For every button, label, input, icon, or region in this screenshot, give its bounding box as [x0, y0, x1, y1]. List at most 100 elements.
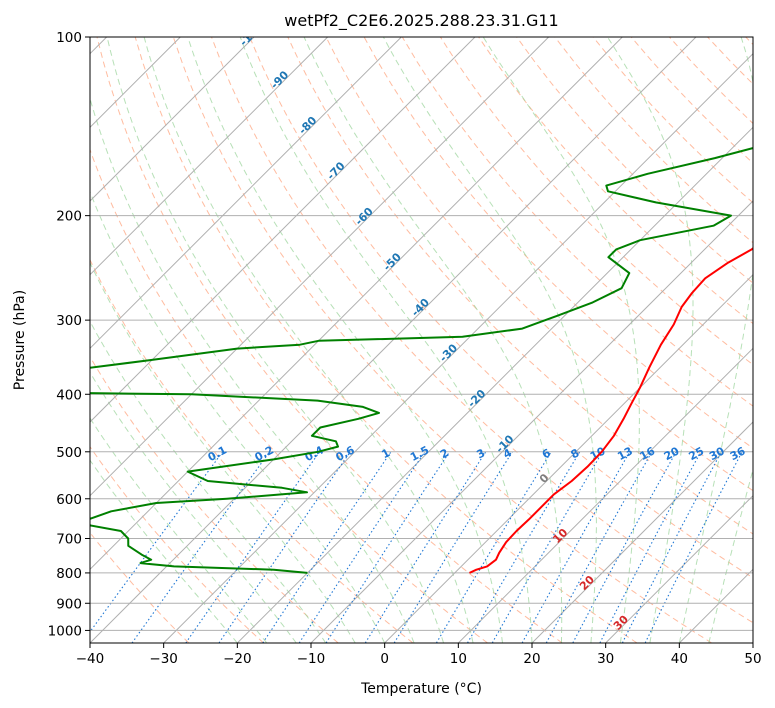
- x-tick-label: −40: [76, 651, 105, 667]
- y-axis-label: Pressure (hPa): [12, 290, 28, 390]
- isotherm-label: -20: [465, 387, 488, 410]
- y-axis: 100 200 300 400 500 600 700 800 900 1000: [48, 30, 90, 639]
- isotherm-line: [90, 37, 550, 497]
- isotherm-label: 10: [550, 526, 570, 546]
- dry-adiabat: [745, 37, 753, 46]
- dry-adiabat: [478, 37, 753, 325]
- dry-adiabat: [96, 37, 563, 643]
- isotherm-label: 30: [611, 612, 631, 632]
- background-lines: [90, 37, 753, 643]
- x-tick-label: 40: [671, 651, 688, 667]
- moist-adiabat: [607, 37, 694, 643]
- y-tick-label: 400: [56, 387, 82, 403]
- dry-adiabat: [249, 37, 753, 579]
- isotherm-line: [605, 494, 753, 643]
- mixing-ratio-line: [185, 451, 321, 643]
- mixing-ratio-line: [435, 451, 552, 643]
- moist-adiabat: [90, 261, 356, 643]
- mixing-ratio-line: [262, 451, 392, 643]
- isotherm-label: -50: [381, 250, 404, 273]
- mixing-ratio-label: 2: [438, 446, 451, 461]
- dry-adiabat: [90, 355, 339, 643]
- mixing-ratio-label: 3: [474, 446, 487, 461]
- mixing-ratio-line: [644, 451, 743, 643]
- isotherm-line: [90, 37, 476, 423]
- x-tick-label: −10: [297, 651, 326, 667]
- isotherm-line: [90, 37, 329, 276]
- mixing-ratio-label: 30: [707, 444, 727, 463]
- isotherm-line: [457, 347, 753, 643]
- isotherm-line: [752, 642, 753, 643]
- isotherm-label: -30: [437, 341, 460, 364]
- mixing-ratio-label: 36: [728, 444, 748, 463]
- x-tick-label: −30: [149, 651, 178, 667]
- moist-adiabat: [708, 467, 753, 643]
- mixing-ratio-line: [467, 451, 581, 643]
- y-tick-label: 200: [56, 209, 82, 225]
- mixing-ratio-label: 13: [615, 444, 635, 463]
- mixing-ratio-label: 20: [662, 444, 682, 463]
- isotherm-label: -90: [268, 68, 291, 91]
- dry-adiabat: [134, 37, 638, 643]
- isotherm-label: -80: [296, 114, 319, 137]
- moist-adiabat: [90, 190, 386, 643]
- mixing-ratio-line: [364, 451, 487, 643]
- y-tick-label: 800: [56, 566, 82, 582]
- y-tick-label: 300: [56, 313, 82, 329]
- chart-title: wetPf2_C2E6.2025.288.23.31.G11: [284, 11, 558, 31]
- isotherm-line: [310, 200, 753, 643]
- y-tick-label: 500: [56, 445, 82, 461]
- dry-adiabat: [287, 37, 753, 535]
- moist-adiabat: [106, 37, 445, 643]
- x-tick-label: 50: [744, 651, 761, 667]
- mixing-ratio-line: [131, 451, 271, 643]
- mixing-ratio-label: 16: [638, 444, 658, 463]
- moist-adiabat: [303, 37, 563, 643]
- mixing-ratio-line: [298, 451, 426, 643]
- plot-frame: [89, 36, 754, 644]
- isotherm-label: -100: [237, 20, 266, 49]
- x-axis: −40 −30 −20 −10 0 10 20 30 40 50: [76, 643, 762, 667]
- moist-adiabat: [90, 459, 238, 643]
- isotherm-line: [531, 421, 753, 643]
- y-tick-label: 900: [56, 596, 82, 612]
- mixing-ratio-line: [325, 451, 451, 643]
- x-tick-label: 0: [380, 651, 389, 667]
- dry-adiabat: [90, 445, 264, 643]
- x-tick-label: 30: [597, 651, 614, 667]
- isotherm-line: [678, 568, 753, 643]
- mixing-ratio-line: [599, 451, 702, 643]
- mixing-ratio-line: [521, 451, 631, 643]
- moist-adiabat: [90, 371, 297, 643]
- pressure-gridlines: [90, 37, 753, 631]
- y-tick-label: 700: [56, 532, 82, 548]
- dry-adiabat: [90, 148, 488, 643]
- moist-adiabat: [187, 37, 503, 643]
- mixing-ratio-line: [545, 451, 653, 643]
- moist-adiabat: [678, 37, 753, 643]
- x-tick-label: 20: [523, 651, 540, 667]
- dry-adiabat: [516, 37, 753, 284]
- isotherm-line: [236, 126, 753, 643]
- mixing-ratio-line: [90, 451, 224, 633]
- x-axis-label: Temperature (°C): [360, 681, 482, 697]
- dry-adiabat: [669, 37, 753, 125]
- x-tick-label: 10: [450, 651, 467, 667]
- dry-adiabat: [90, 258, 414, 643]
- mixing-ratio-label: 25: [687, 444, 707, 463]
- mixing-ratio-label: 1.5: [408, 443, 431, 464]
- dry-adiabat: [439, 37, 753, 366]
- isotherm-line: [163, 52, 753, 643]
- moist-adiabat: [239, 37, 533, 643]
- isotherm-label: -70: [324, 159, 347, 182]
- isotherm-line: [90, 37, 255, 202]
- dry-adiabat: [325, 37, 753, 492]
- dry-adiabat: [592, 37, 753, 204]
- temperature-trace: [469, 246, 753, 574]
- dry-adiabat: [90, 531, 190, 643]
- moist-adiabat: [90, 417, 268, 643]
- mixing-ratio-label: 0.1: [206, 443, 229, 464]
- mixing-ratio-line: [572, 451, 677, 643]
- x-tick-label: −20: [223, 651, 252, 667]
